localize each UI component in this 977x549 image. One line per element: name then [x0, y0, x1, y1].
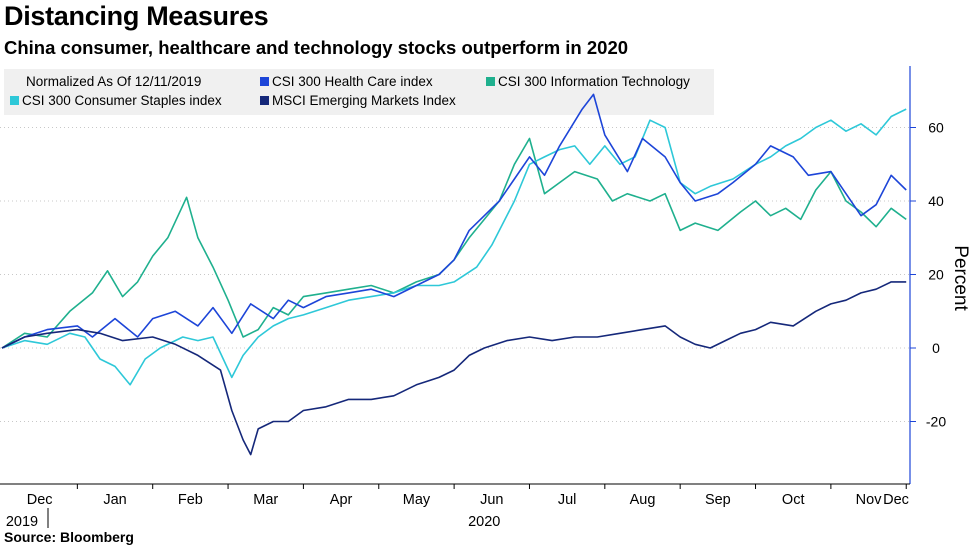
x-tick-label: Sep: [705, 492, 731, 508]
x-tick-label: Jun: [480, 492, 503, 508]
legend-swatch: [260, 77, 269, 86]
x-year-label: 2020: [468, 514, 500, 530]
x-tick-label: May: [403, 492, 431, 508]
chart-subtitle: China consumer, healthcare and technolog…: [4, 37, 629, 58]
legend-item-info-tech: CSI 300 Information Technology: [486, 74, 690, 89]
legend-label: MSCI Emerging Markets Index: [272, 93, 456, 108]
legend-item-health-care: CSI 300 Health Care index: [260, 74, 433, 89]
series-line-health-care: [1, 93, 907, 349]
x-year-label: 2019: [6, 514, 38, 530]
y-tick-label: 20: [928, 267, 944, 283]
y-axis: -20 0 20 40 60: [909, 66, 946, 484]
x-axis: Dec Jan Feb Mar Apr May Jun Jul Aug Sep Oct Nov Dec2…: [0, 483, 910, 530]
series-line-msci-em: [1, 281, 907, 456]
legend-label: CSI 300 Information Technology: [498, 74, 690, 89]
x-tick-label: Apr: [330, 492, 353, 508]
legend-swatch: [260, 96, 269, 105]
legend-item-msci-em: MSCI Emerging Markets Index: [260, 93, 456, 108]
legend-item-consumer-staples: CSI 300 Consumer Staples index: [10, 93, 222, 108]
x-tick-label: Jul: [558, 492, 577, 508]
legend-note: Normalized As Of 12/11/2019: [26, 74, 202, 89]
legend: Normalized As Of 12/11/2019 CSI 300 Heal…: [4, 69, 714, 115]
gridlines: [0, 127, 910, 422]
series-lines: [1, 93, 907, 456]
legend-label: CSI 300 Health Care index: [272, 74, 433, 89]
y-tick-label: 0: [932, 340, 940, 356]
y-tick-label: 60: [928, 120, 944, 136]
series-line-consumer-staples: [1, 108, 907, 386]
x-tick-label: Feb: [178, 492, 203, 508]
chart-title: Distancing Measures: [4, 1, 269, 31]
x-tick-label: Dec: [27, 492, 53, 508]
x-tick-label: Jan: [103, 492, 126, 508]
y-tick-label: 40: [928, 193, 944, 209]
x-tick-label: Aug: [630, 492, 656, 508]
legend-label: CSI 300 Consumer Staples index: [22, 93, 222, 108]
x-tick-label: Mar: [253, 492, 278, 508]
x-tick-label: Nov: [856, 492, 883, 508]
source-note: Source: Bloomberg: [4, 529, 134, 545]
legend-swatch: [486, 77, 495, 86]
y-axis-label: Percent: [950, 245, 971, 311]
series-line-info-tech: [1, 137, 907, 349]
x-tick-label: Oct: [782, 492, 805, 508]
y-tick-label: -20: [926, 414, 946, 430]
x-tick-label: Dec: [883, 492, 909, 508]
legend-swatch: [10, 96, 19, 105]
